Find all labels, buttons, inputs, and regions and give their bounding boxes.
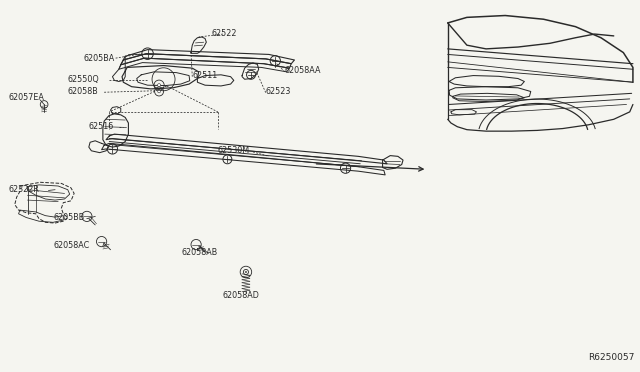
Text: 62550Q: 62550Q — [68, 75, 99, 84]
Text: 62058AC: 62058AC — [53, 241, 90, 250]
Text: 62522: 62522 — [211, 29, 237, 38]
Text: 6205BA: 6205BA — [84, 54, 115, 62]
Ellipse shape — [245, 271, 246, 273]
Text: 6205BB: 6205BB — [53, 214, 84, 222]
Ellipse shape — [157, 90, 161, 93]
Text: 62322R: 62322R — [8, 185, 39, 194]
Text: 62511: 62511 — [192, 71, 218, 80]
Text: 62058AD: 62058AD — [223, 291, 260, 300]
Text: 62057EA: 62057EA — [8, 93, 44, 102]
Text: 62516: 62516 — [89, 122, 114, 131]
Text: 62523: 62523 — [266, 87, 291, 96]
Text: 62058B: 62058B — [68, 87, 99, 96]
Text: 62058AB: 62058AB — [181, 248, 218, 257]
Text: 62058AA: 62058AA — [285, 66, 321, 75]
Ellipse shape — [157, 84, 161, 87]
Text: R6250057: R6250057 — [588, 353, 634, 362]
Text: 62530M: 62530M — [218, 146, 250, 155]
